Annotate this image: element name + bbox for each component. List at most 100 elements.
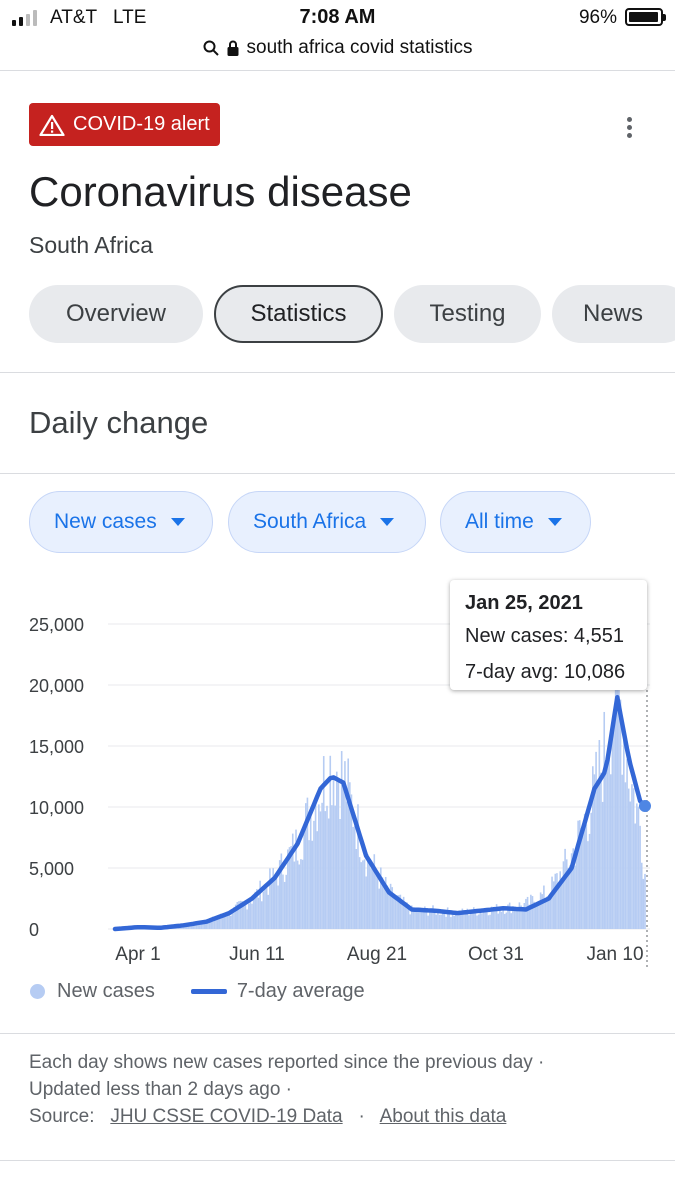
bar	[547, 896, 550, 929]
bar	[564, 848, 566, 929]
bar	[368, 863, 371, 929]
bar	[627, 788, 630, 929]
bar	[293, 861, 296, 929]
divider	[0, 70, 675, 71]
bar	[634, 823, 637, 929]
bar	[536, 903, 539, 929]
bar	[608, 757, 610, 929]
bar	[194, 923, 196, 929]
bar	[461, 908, 464, 929]
bar	[626, 759, 628, 929]
bar	[585, 824, 588, 929]
tab-news[interactable]: News	[552, 285, 675, 343]
divider	[0, 372, 675, 373]
bar	[326, 805, 328, 929]
bar	[451, 913, 454, 929]
bar	[283, 881, 286, 929]
tooltip-date: Jan 25, 2021	[465, 592, 583, 614]
bar	[409, 914, 411, 929]
bar	[381, 877, 384, 929]
time-range-dropdown[interactable]: All time	[440, 491, 591, 553]
caret-down-icon	[547, 518, 562, 526]
tooltip-avg: 7-day avg: 10,086	[465, 661, 626, 683]
bar	[290, 846, 292, 929]
bar	[282, 874, 284, 929]
y-tick-label: 5,000	[29, 859, 74, 879]
bar	[472, 907, 475, 929]
bar	[512, 906, 514, 929]
bar	[616, 631, 619, 929]
bar	[195, 922, 198, 929]
about-data-link[interactable]: About this data	[379, 1106, 507, 1127]
bar	[595, 751, 597, 929]
bar	[441, 911, 444, 929]
bar	[549, 897, 552, 929]
bar	[314, 801, 317, 929]
source-link[interactable]: JHU CSSE COVID-19 Data	[110, 1106, 343, 1127]
bar	[489, 914, 491, 929]
tab-testing[interactable]: Testing	[394, 285, 541, 343]
metric-dropdown-label: New cases	[54, 510, 157, 533]
more-options-icon[interactable]	[618, 114, 642, 142]
bar	[640, 862, 643, 929]
bar	[223, 915, 226, 929]
bar	[428, 912, 431, 929]
clock: 7:08 AM	[299, 6, 376, 28]
tab-statistics[interactable]: Statistics	[214, 285, 383, 343]
bar	[463, 911, 465, 929]
bar	[583, 813, 586, 929]
bar	[247, 903, 250, 929]
bar	[443, 913, 446, 929]
bar	[327, 818, 330, 929]
bar	[190, 924, 193, 929]
bar	[631, 784, 633, 929]
covid-alert-badge[interactable]: COVID-19 alert	[29, 103, 220, 146]
bar	[412, 910, 415, 929]
bar	[396, 895, 398, 929]
bar	[210, 919, 213, 929]
y-tick-label: 15,000	[29, 737, 84, 757]
bar	[334, 805, 336, 929]
bar	[534, 906, 537, 929]
bar	[546, 896, 548, 929]
bar	[562, 861, 565, 929]
daily-cases-chart[interactable]: 25,000 20,000 15,000 10,000 5,000 0 Apr 1 Jun …	[0, 570, 675, 970]
bar	[344, 761, 346, 929]
bar	[432, 905, 434, 929]
bar	[378, 888, 380, 929]
bar	[503, 913, 506, 929]
metric-dropdown[interactable]: New cases	[29, 491, 213, 553]
bar	[565, 859, 568, 929]
bar	[313, 820, 315, 929]
bar	[619, 699, 622, 929]
bar	[588, 833, 591, 929]
divider	[0, 1033, 675, 1034]
bar	[272, 868, 274, 929]
bar	[543, 885, 545, 929]
bar	[427, 915, 429, 929]
bar	[275, 876, 278, 929]
bar	[642, 878, 645, 929]
bar	[360, 862, 363, 929]
y-tick-label: 0	[29, 920, 39, 940]
bar	[621, 774, 623, 929]
bar	[233, 906, 235, 929]
bar	[311, 840, 314, 929]
footer-note: Each day shows new cases reported since …	[29, 1052, 545, 1073]
bar	[601, 801, 604, 929]
bar	[365, 876, 367, 929]
x-tick-label: Jan 10	[586, 944, 643, 965]
bar	[399, 894, 402, 929]
bar	[433, 908, 436, 929]
bar	[329, 755, 332, 929]
location-dropdown[interactable]: South Africa	[228, 491, 426, 553]
bar	[469, 913, 472, 929]
bar	[340, 751, 343, 929]
bar	[453, 915, 455, 929]
address-bar[interactable]: south africa covid statistics	[0, 34, 675, 70]
bar	[243, 901, 245, 929]
tab-overview[interactable]: Overview	[29, 285, 203, 343]
bar	[544, 898, 547, 929]
y-tick-label: 20,000	[29, 676, 84, 696]
bar	[324, 811, 327, 929]
